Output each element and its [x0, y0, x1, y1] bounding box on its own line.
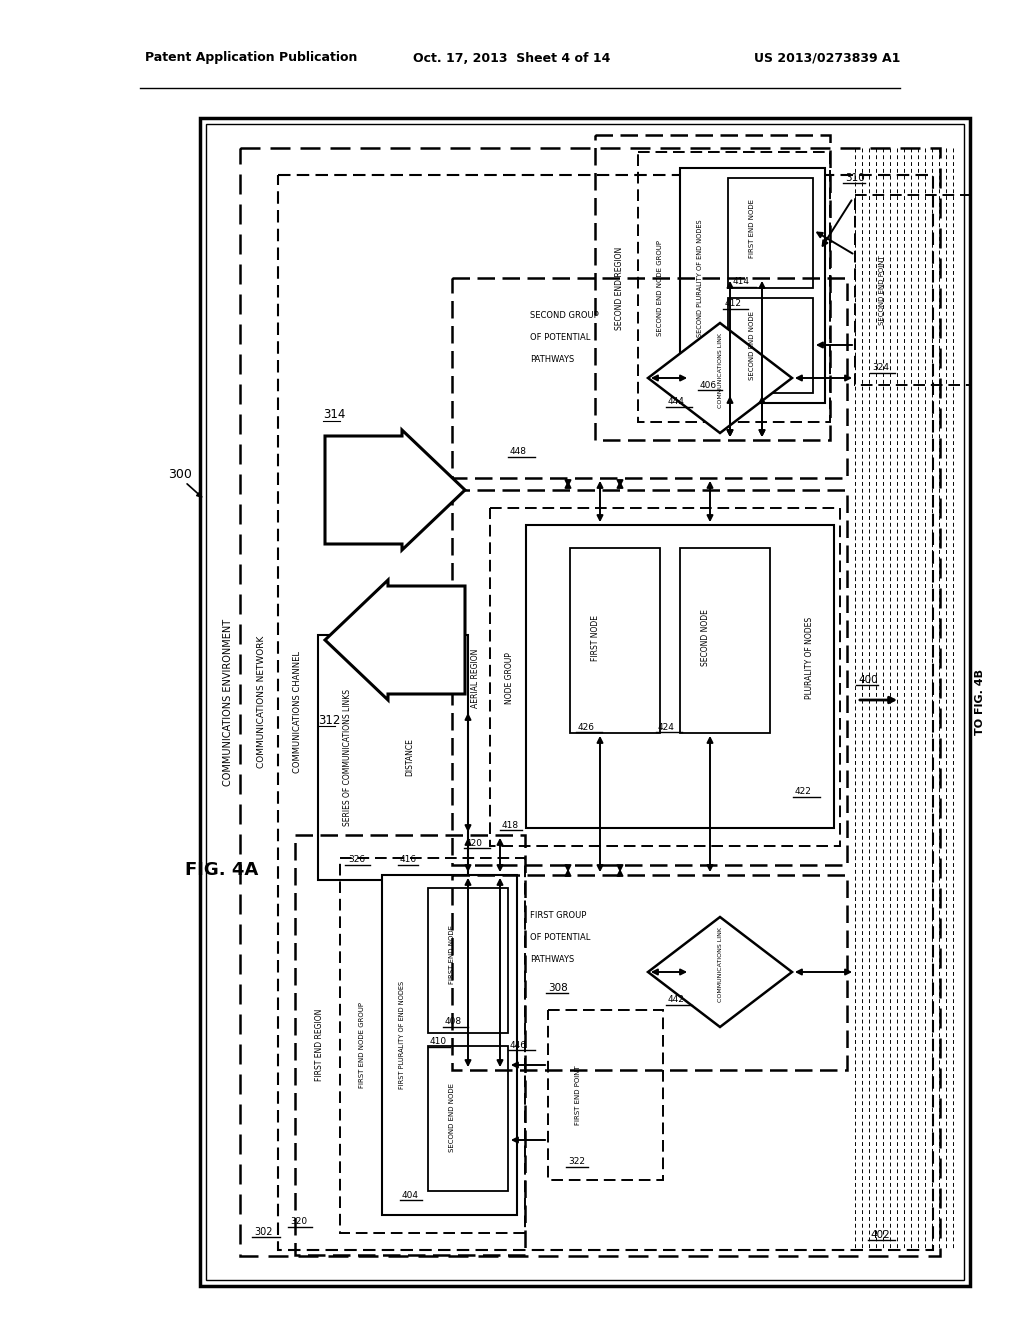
Text: FIRST NODE: FIRST NODE	[591, 615, 599, 661]
Text: 324: 324	[872, 363, 889, 372]
Bar	[452, 875, 847, 1071]
Bar	[570, 548, 660, 733]
Text: 448: 448	[510, 447, 527, 457]
Text: 310: 310	[845, 173, 864, 183]
Text: SECOND NODE: SECOND NODE	[700, 610, 710, 667]
Text: 416: 416	[400, 855, 417, 865]
Text: SERIES OF COMMUNICATIONS LINKS: SERIES OF COMMUNICATIONS LINKS	[343, 689, 352, 825]
Bar	[200, 117, 970, 1286]
Bar	[428, 888, 508, 1034]
Text: 322: 322	[568, 1158, 585, 1167]
Text: 412: 412	[725, 300, 742, 309]
Text: 300: 300	[168, 469, 191, 482]
Text: 314: 314	[323, 408, 345, 421]
Polygon shape	[648, 323, 792, 433]
Text: 408: 408	[445, 1018, 462, 1027]
Bar	[526, 525, 834, 828]
Text: 422: 422	[795, 788, 812, 796]
Text: FIRST END NODE: FIRST END NODE	[449, 925, 455, 985]
Bar	[240, 148, 940, 1257]
Text: SECOND END NODE: SECOND END NODE	[749, 310, 755, 380]
Bar	[452, 490, 847, 865]
Bar	[728, 178, 813, 288]
Text: 442: 442	[668, 995, 685, 1005]
Text: SECOND END POINT: SECOND END POINT	[879, 255, 885, 325]
Text: 410: 410	[430, 1038, 447, 1047]
Bar	[452, 279, 847, 478]
Text: COMMUNICATIONS NETWORK: COMMUNICATIONS NETWORK	[257, 636, 266, 768]
Text: COMMUNICATIONS LINK: COMMUNICATIONS LINK	[718, 927, 723, 1002]
Text: COMMUNICATIONS LINK: COMMUNICATIONS LINK	[718, 333, 723, 408]
Text: COMMUNICATIONS CHANNEL: COMMUNICATIONS CHANNEL	[294, 651, 302, 774]
Text: 308: 308	[548, 983, 567, 993]
Text: SECOND END REGION: SECOND END REGION	[615, 247, 625, 330]
Polygon shape	[325, 430, 465, 550]
Text: OF POTENTIAL: OF POTENTIAL	[530, 333, 591, 342]
Text: PATHWAYS: PATHWAYS	[530, 954, 574, 964]
Text: 420: 420	[466, 838, 483, 847]
Text: 326: 326	[348, 855, 366, 865]
Text: SECOND GROUP: SECOND GROUP	[530, 310, 599, 319]
Bar	[278, 176, 933, 1250]
Text: 302: 302	[254, 1228, 272, 1237]
Text: TO FIG. 4B: TO FIG. 4B	[975, 669, 985, 735]
Text: 424: 424	[658, 722, 675, 731]
Text: FIRST END NODE GROUP: FIRST END NODE GROUP	[359, 1002, 365, 1088]
Text: PATHWAYS: PATHWAYS	[530, 355, 574, 363]
Bar	[295, 836, 525, 1255]
Text: 444: 444	[668, 397, 685, 407]
Text: Oct. 17, 2013  Sheet 4 of 14: Oct. 17, 2013 Sheet 4 of 14	[414, 51, 610, 65]
Text: FIG. 4A: FIG. 4A	[185, 861, 258, 879]
Text: 400: 400	[858, 675, 878, 685]
Text: FIRST PLURALITY OF END NODES: FIRST PLURALITY OF END NODES	[399, 981, 406, 1089]
Bar	[638, 152, 830, 422]
Bar	[490, 508, 840, 846]
Text: US 2013/0273839 A1: US 2013/0273839 A1	[754, 51, 900, 65]
Text: SECOND PLURALITY OF END NODES: SECOND PLURALITY OF END NODES	[697, 219, 703, 337]
Text: OF POTENTIAL: OF POTENTIAL	[530, 932, 591, 941]
Bar	[428, 1045, 508, 1191]
Bar	[318, 635, 468, 880]
Text: 402: 402	[870, 1230, 890, 1239]
Polygon shape	[648, 917, 792, 1027]
Text: SECOND END NODE GROUP: SECOND END NODE GROUP	[657, 240, 663, 337]
Bar	[340, 858, 525, 1233]
Text: PLURALITY OF NODES: PLURALITY OF NODES	[806, 616, 814, 700]
Text: 426: 426	[578, 722, 595, 731]
Bar	[382, 875, 517, 1214]
Text: 414: 414	[733, 277, 750, 286]
Text: 404: 404	[402, 1191, 419, 1200]
Bar	[548, 1010, 663, 1180]
Text: 320: 320	[290, 1217, 307, 1226]
Polygon shape	[325, 579, 465, 700]
Bar	[680, 168, 825, 403]
Bar	[595, 135, 830, 440]
Bar	[728, 298, 813, 393]
Text: 446: 446	[510, 1040, 527, 1049]
Text: AERIAL REGION: AERIAL REGION	[470, 648, 479, 708]
Text: SECOND END NODE: SECOND END NODE	[449, 1084, 455, 1152]
Bar	[855, 195, 970, 385]
Bar	[206, 124, 964, 1280]
Text: FIRST END POINT: FIRST END POINT	[575, 1065, 581, 1125]
Text: 312: 312	[318, 714, 340, 726]
Text: FIRST GROUP: FIRST GROUP	[530, 911, 587, 920]
Text: FIRST END REGION: FIRST END REGION	[315, 1008, 325, 1081]
Text: 418: 418	[502, 821, 519, 829]
Text: DISTANCE: DISTANCE	[406, 738, 415, 776]
Text: 406: 406	[700, 380, 717, 389]
Text: Patent Application Publication: Patent Application Publication	[145, 51, 357, 65]
Text: COMMUNICATIONS ENVIRONMENT: COMMUNICATIONS ENVIRONMENT	[223, 619, 233, 785]
Text: NODE GROUP: NODE GROUP	[506, 652, 514, 704]
Text: FIRST END NODE: FIRST END NODE	[749, 198, 755, 257]
Bar	[680, 548, 770, 733]
